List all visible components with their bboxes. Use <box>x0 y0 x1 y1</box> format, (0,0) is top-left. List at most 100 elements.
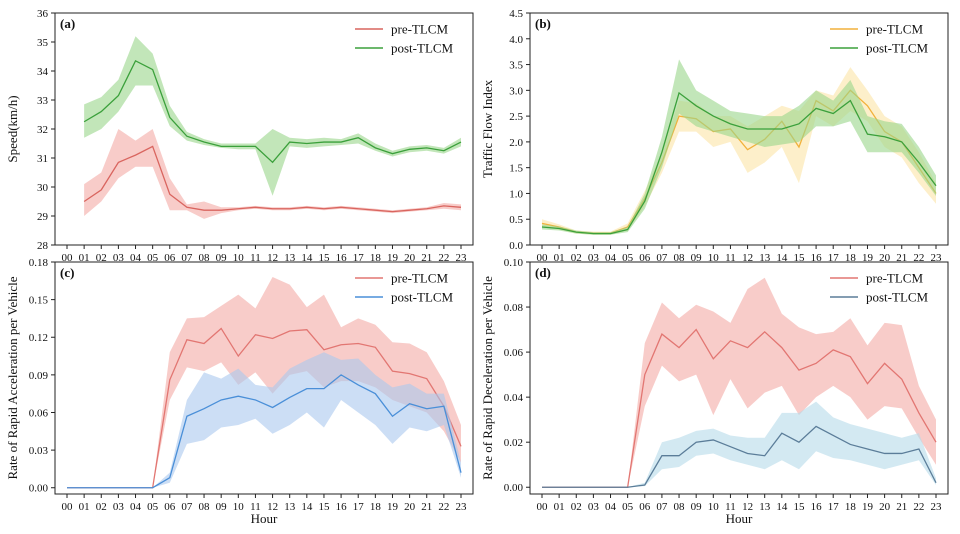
panel-d-xtick-label-1: 01 <box>554 501 565 513</box>
panel-a-point-1-22 <box>443 150 445 152</box>
panel-c-point-1-23 <box>460 472 462 474</box>
panel-d-point-0-13 <box>764 331 766 333</box>
panel-a-point-0-16 <box>340 206 342 208</box>
panel-c-point-0-23 <box>460 445 462 447</box>
panel-b-point-0-0 <box>541 222 543 224</box>
panel-b-point-1-21 <box>901 141 903 143</box>
panel-c-point-1-18 <box>374 393 376 395</box>
panel-c-xtick-label-10: 10 <box>233 501 245 513</box>
panel-c-ytick-label-2: 0.06 <box>29 407 49 419</box>
panel-b-band-1 <box>542 59 936 235</box>
panel-d-point-1-20 <box>884 452 886 454</box>
panel-b-point-1-22 <box>918 162 920 164</box>
panel-c-point-0-20 <box>409 373 411 375</box>
panel-d-point-0-9 <box>695 329 697 331</box>
panel-d-point-1-9 <box>695 441 697 443</box>
panel-c-point-1-22 <box>443 405 445 407</box>
panel-a-xtick-label-9: 09 <box>216 252 228 264</box>
panel-b-ytick-label-4: 2.0 <box>509 137 523 149</box>
panel-a-point-1-9 <box>220 145 222 147</box>
panel-d-point-0-15 <box>798 369 800 371</box>
panel-d-point-0-23 <box>935 441 937 443</box>
panel-b-xtick-label-19: 19 <box>862 252 874 264</box>
panel-a-point-1-7 <box>186 135 188 137</box>
panel-c-xtick-label-21: 21 <box>421 501 432 513</box>
panel-a-line-0 <box>83 145 462 213</box>
panel-a-line-1 <box>83 59 462 164</box>
panel-d-xtick-label-5: 05 <box>622 501 634 513</box>
panel-c-point-1-1 <box>83 487 85 489</box>
panel-d-point-1-7 <box>661 455 663 457</box>
panel-a-point-1-17 <box>357 137 359 139</box>
panel-b-legend: pre-TLCM post-TLCM <box>830 22 929 56</box>
panel-c-point-1-16 <box>340 374 342 376</box>
panel-a-xtick-label-17: 17 <box>353 252 365 264</box>
panel-c-point-1-2 <box>100 487 102 489</box>
panel-c-frame <box>54 261 474 495</box>
panel-c-point-1-21 <box>426 408 428 410</box>
panel-b-point-1-3 <box>592 233 594 235</box>
panel-a-point-1-14 <box>306 143 308 145</box>
panel-c-xtick-label-3: 03 <box>113 501 125 513</box>
panel-c-point-0-8 <box>203 343 205 345</box>
panel-b: 0.0 0.5 1.0 1.5 2.0 2.5 3.0 3.5 4.0 4.5 00 01 02 03 04… <box>480 8 949 264</box>
panel-c-xtick-label-19: 19 <box>387 501 399 513</box>
panel-c-series-0 <box>67 277 462 489</box>
panel-d-xtick-label-7: 07 <box>656 501 668 513</box>
panel-b-ylabel: Traffic Flow Index <box>480 79 495 178</box>
panel-d-point-0-19 <box>866 383 868 385</box>
panel-b-xtick-label-16: 16 <box>811 252 823 264</box>
panel-c-point-1-3 <box>117 487 119 489</box>
panel-d-point-1-8 <box>678 455 680 457</box>
panel-a-point-0-4 <box>135 154 137 156</box>
panel-b-xtick-label-10: 10 <box>708 252 720 264</box>
panel-b-ytick-label-8: 4.0 <box>509 34 523 46</box>
panel-a-xtick-label-21: 21 <box>421 252 432 264</box>
panel-b-point-1-17 <box>832 113 834 115</box>
panel-d-point-1-17 <box>832 434 834 436</box>
panel-c-point-1-20 <box>409 403 411 405</box>
panel-d-ytick-label-0: 0.00 <box>504 482 524 494</box>
panel-c-xtick-label-20: 20 <box>404 501 416 513</box>
panel-c-point-1-14 <box>306 388 308 390</box>
panel-d-point-1-4 <box>610 486 612 488</box>
panel-a-point-1-1 <box>83 121 85 123</box>
panel-d-xtick-label-9: 09 <box>691 501 703 513</box>
panel-b-point-1-5 <box>627 229 629 231</box>
panel-c-point-0-15 <box>323 349 325 351</box>
panel-a-point-0-14 <box>306 206 308 208</box>
panel-d-xtick-label-11: 11 <box>725 501 736 513</box>
panel-d-point-0-22 <box>918 412 920 414</box>
panel-b-point-1-1 <box>558 228 560 230</box>
panel-d-point-0-12 <box>747 347 749 349</box>
panel-d-point-0-11 <box>729 340 731 342</box>
panel-d-xtick-label-15: 15 <box>793 501 805 513</box>
panel-a-point-1-15 <box>323 141 325 143</box>
panel-d-xtick-label-6: 06 <box>639 501 651 513</box>
panel-a-ytick-label-0: 28 <box>37 240 49 252</box>
panel-a-xtick-label-0: 00 <box>62 252 74 264</box>
panel-c-point-1-7 <box>186 415 188 417</box>
panel-a-point-0-13 <box>289 208 291 210</box>
panel-b-xtick-label-21: 21 <box>896 252 907 264</box>
panel-d-xtick-label-8: 08 <box>674 501 686 513</box>
panel-b-xtick-label-6: 06 <box>639 252 651 264</box>
panel-c-ytick-label-4: 0.12 <box>29 332 48 344</box>
panel-d-xtick-label-12: 12 <box>742 501 753 513</box>
panel-b-ytick-label-5: 2.5 <box>509 111 523 123</box>
panel-c-point-0-17 <box>357 343 359 345</box>
panel-c-ytick-label-6: 0.18 <box>29 257 49 269</box>
panel-b-xtick-label-7: 07 <box>656 252 668 264</box>
panel-a-point-0-17 <box>357 208 359 210</box>
panel-d-point-1-5 <box>627 486 629 488</box>
panel-a-point-1-11 <box>254 145 256 147</box>
panel-d-point-1-21 <box>901 452 903 454</box>
panel-d-legend-label-1: post-TLCM <box>866 290 929 305</box>
panel-d-label: (d) <box>535 265 551 280</box>
panel-a-xtick-label-19: 19 <box>387 252 399 264</box>
panel-d-xtick-label-18: 18 <box>845 501 857 513</box>
panel-c-point-0-9 <box>220 327 222 329</box>
panel-d-point-1-10 <box>712 439 714 441</box>
panel-b-ytick-label-1: 0.5 <box>509 214 523 226</box>
panel-c-xtick-label-22: 22 <box>438 501 449 513</box>
